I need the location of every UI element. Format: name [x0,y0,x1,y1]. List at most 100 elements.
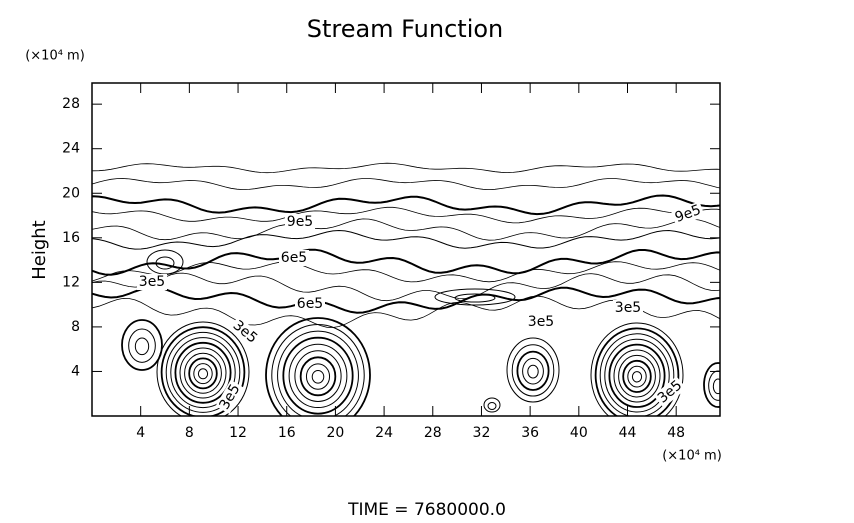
contour-line [527,364,539,379]
contour-line [613,349,661,403]
x-tick-label: 48 [667,425,685,441]
footer: TIME = 7680000.0 [347,500,506,519]
x-tick-label: 4 [136,425,145,441]
y-unit: (×10⁴ m) [25,49,85,64]
contour-line [294,350,342,402]
contour-label: 3e5 [139,274,165,290]
contour-line [631,371,643,383]
contour-line [299,356,337,397]
contour-line [265,317,371,416]
contour-line [506,337,560,403]
contour-label-bg [653,376,687,408]
contour-line [311,369,325,384]
contour-line [277,330,359,416]
contour-line [608,343,666,408]
contour-line [92,286,720,314]
contour-line [708,370,720,401]
contour-line [193,363,213,385]
contour-line [712,378,720,395]
contour-label: 3e5 [615,300,641,316]
contour-line [156,321,250,416]
contour-label: 6e5 [297,296,323,312]
contour-line [188,357,218,390]
y-tick-label: 24 [62,141,80,157]
contour-line [128,328,156,363]
x-tick-label: 28 [424,425,442,441]
contour-label-bg [228,316,262,348]
x-tick-label: 8 [185,425,194,441]
y-tick-label: 12 [62,274,80,290]
contour-line [622,359,652,393]
y-tick-label: 16 [62,230,80,246]
x-tick-label: 12 [229,425,247,441]
contour-line [590,322,684,416]
x-tick-label: 36 [521,425,539,441]
contour-line [434,288,516,306]
contour-line [92,206,720,224]
contour-line [179,347,227,399]
y-tick-label: 20 [62,185,80,201]
contour-line [511,344,555,397]
chart-title: Stream Function [307,15,504,43]
x-tick-label: 16 [278,425,296,441]
contour-line [92,218,720,241]
contour-line [174,341,232,404]
contour-line [271,324,365,416]
contour-line [618,354,656,398]
contour-line [134,337,150,356]
contour-line [288,343,348,409]
contour-line [170,337,236,409]
contour-line [92,194,720,216]
contour-label: 3e5 [528,314,554,330]
contour-label-bg [137,274,167,290]
contour-line [483,397,501,413]
contour-label-bg [279,250,309,266]
contour-label-bg [215,380,245,414]
x-tick-label: 32 [473,425,491,441]
y-tick-label: 28 [62,96,80,112]
contour-label: 9e5 [673,202,703,226]
contour-line [516,350,550,391]
contour-line [92,178,720,191]
contour-line [92,248,720,276]
y-axis-label: Height [29,220,50,280]
contour-label-bg [613,300,643,316]
contour-label-bg [671,201,705,227]
contour-line [604,338,670,413]
contour-line [121,319,163,371]
contour-line [522,357,544,385]
y-tick-label: 4 [71,363,80,379]
contour-line [160,326,246,416]
x-unit: (×10⁴ m) [662,449,722,464]
contour-label: 9e5 [287,214,313,230]
contour-line [454,293,496,303]
contour-label-bg [295,296,325,312]
contour-line [282,336,354,415]
contour-label-bg [526,314,556,330]
x-tick-label: 44 [619,425,637,441]
contour-line [305,363,331,390]
plot-frame [91,82,721,417]
contour-line [599,333,675,416]
contour-line [92,162,720,174]
contour-line [594,327,680,416]
contour-line [487,402,497,410]
contour-line [184,352,222,394]
contour-line [703,362,720,408]
contour-line [92,229,720,250]
contour-line [197,368,209,380]
contour-line [92,272,720,302]
contour-line [92,261,720,283]
y-tick-label: 8 [71,319,80,335]
x-tick-label: 24 [375,425,393,441]
contour-line [146,249,184,275]
contour-label: 6e5 [281,250,307,266]
contour-line [165,331,241,413]
x-tick-label: 20 [326,425,344,441]
contour-label-bg [285,214,315,230]
contour-line [155,256,175,270]
contour-line [627,365,647,388]
x-tick-label: 40 [570,425,588,441]
